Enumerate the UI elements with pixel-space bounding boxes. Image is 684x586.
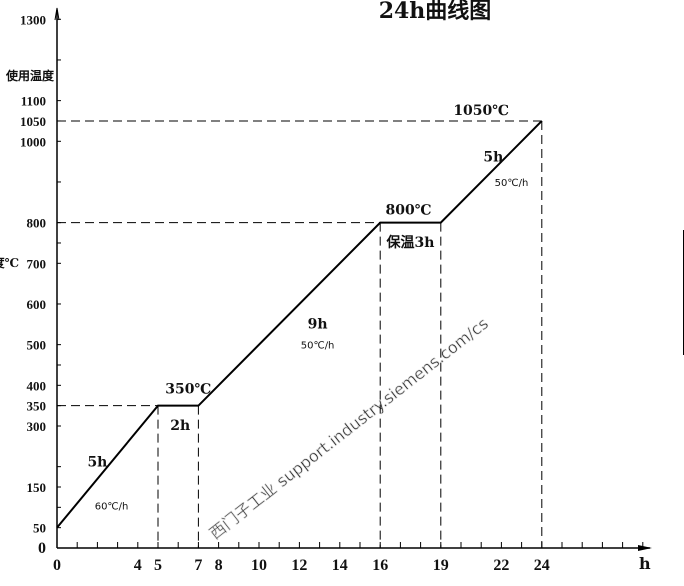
- y-extra-label: 使用温度: [5, 68, 55, 83]
- annotation-label: 9h: [308, 316, 328, 332]
- y-tick-label: 500: [27, 338, 47, 353]
- x-axis-arrow: [638, 545, 652, 551]
- y-tick-label: 1300: [20, 12, 46, 27]
- annotation-label: 50℃/h: [495, 178, 529, 189]
- y-tick-label: 800: [27, 216, 47, 231]
- y-tick-label: 300: [27, 419, 47, 434]
- y-tick-label: 50: [33, 521, 46, 536]
- y-tick-label: 0: [38, 540, 46, 557]
- annotation-label: 2h: [170, 418, 190, 434]
- x-tick-label: 24: [534, 557, 550, 574]
- annotation-label: 350℃: [165, 381, 211, 397]
- annotation-label: 保温3h: [386, 234, 435, 251]
- x-tick-label: 19: [433, 557, 449, 574]
- x-tick-label: 14: [332, 557, 348, 574]
- x-tick-label: 10: [251, 557, 267, 574]
- y-axis-arrow: [54, 7, 60, 21]
- x-tick-label: 7: [194, 557, 202, 574]
- y-tick-label: 400: [27, 378, 47, 393]
- x-tick-label: 8: [215, 557, 223, 574]
- y-axis-label: 温度℃: [0, 255, 19, 270]
- y-tick-label: 600: [27, 297, 47, 312]
- y-tick-label: 1100: [21, 94, 46, 109]
- x-tick-label: 12: [291, 557, 307, 574]
- series-line: [56, 120, 543, 529]
- x-tick-label: 4: [134, 557, 142, 574]
- annotation-label: 5h: [483, 150, 503, 166]
- y-tick-label: 350: [27, 399, 47, 414]
- x-tick-label: 0: [53, 557, 61, 574]
- y-tick-label: 1000: [20, 134, 46, 149]
- x-tick-label: 16: [372, 557, 388, 574]
- y-tick-label: 700: [27, 256, 47, 271]
- y-tick-label: 150: [27, 480, 47, 495]
- y-tick-label: 1050: [20, 114, 46, 129]
- annotation-label: 5h: [87, 455, 107, 471]
- x-tick-label: 22: [493, 557, 509, 574]
- x-tick-label: 5: [154, 557, 162, 574]
- annotation-label: 1050℃: [453, 103, 509, 119]
- annotation-label: 800℃: [385, 203, 431, 219]
- x-axis-label: h: [639, 554, 651, 573]
- watermark: 西门子工业 support.industry.siemens.com/cs: [206, 314, 492, 543]
- annotation-label: 60℃/h: [95, 501, 129, 512]
- chart-title: 24h曲线图: [379, 0, 492, 24]
- annotation-label: 50℃/h: [301, 341, 335, 352]
